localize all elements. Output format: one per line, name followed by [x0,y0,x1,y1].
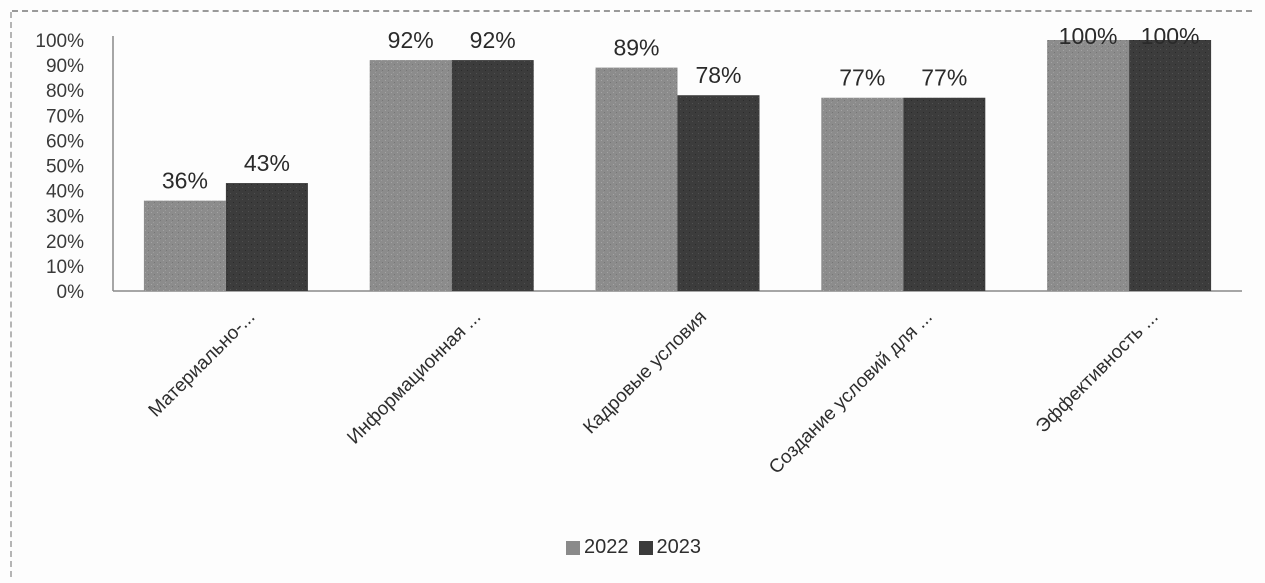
category-label-5: Эффективность ... [1032,307,1163,438]
bar-2023-4 [903,97,986,291]
y-tick-label: 80% [46,81,84,102]
category-label-4: Создание условий для ... [765,307,937,479]
bar-2022-2 [369,60,452,291]
y-axis: 0% 10% 20% 30% 40% 50% 60% 70% 80% 90% 100% [35,31,114,303]
bar-2022-4 [821,97,904,291]
value-label-2023-3: 78% [695,62,741,88]
bar-2023-1 [225,183,308,291]
y-tick-label: 30% [46,207,84,228]
legend-label-2023: 2023 [656,536,702,558]
y-tick-label: 60% [46,131,84,152]
value-label-2022-1: 36% [162,168,208,194]
category-label-2: Информационная ... [343,307,485,449]
bar-2022-1 [143,200,226,291]
y-tick-label: 50% [46,157,84,178]
value-label-2023-4: 77% [921,65,967,91]
y-tick-label: 100% [35,31,84,52]
value-label-2022-2: 92% [388,27,434,53]
value-label-2023-5: 100% [1141,23,1200,49]
scan-edge-top [12,10,1252,12]
bar-2022-5 [1047,40,1130,291]
legend-label-2022: 2022 [584,536,629,558]
legend-item-2023: 2023 [638,536,702,559]
category-labels: Материально-... Информационная ... Кадровы… [145,307,1163,479]
scan-edge-left [10,12,12,577]
legend-item-2022: 2022 [566,536,629,559]
bars [143,40,1212,291]
category-label-1: Материально-... [145,307,260,422]
value-label-2023-2: 92% [470,27,516,53]
bar-2023-3 [677,95,760,291]
value-labels: 36% 43% 92% 92% 89% 78% 77% 77% 100% 100% [162,23,1200,194]
legend-swatch-2023 [638,540,653,555]
category-label-3: Кадровые условия [579,307,711,439]
value-label-2022-5: 100% [1059,23,1118,49]
bar-2023-2 [451,60,534,291]
bar-2023-5 [1129,40,1212,291]
value-label-2022-3: 89% [613,35,659,61]
y-tick-label: 0% [57,282,85,303]
legend: 2022 2023 [566,536,701,559]
y-tick-label: 70% [46,106,84,127]
legend-swatch-2022 [566,540,580,555]
value-label-2023-1: 43% [244,150,290,176]
y-tick-label: 90% [46,56,84,77]
bar-2022-3 [595,67,678,291]
value-label-2022-4: 77% [839,65,885,91]
y-tick-label: 40% [46,182,84,203]
y-tick-label: 20% [46,232,84,253]
y-tick-label: 10% [46,257,84,278]
